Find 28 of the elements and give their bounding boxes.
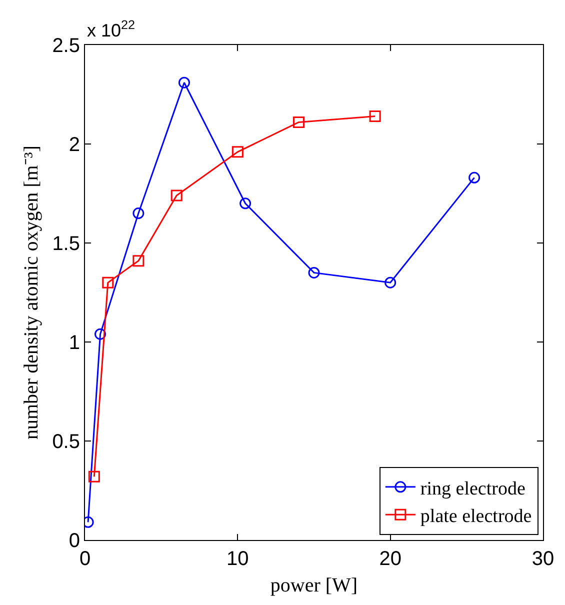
point <box>170 190 182 202</box>
legend-label: plate electrode <box>420 506 532 528</box>
point <box>232 146 244 158</box>
y-tick-label: 2.5 <box>52 35 80 57</box>
point <box>384 276 396 288</box>
y-tick-label: 0 <box>68 530 80 552</box>
point <box>308 266 320 278</box>
point <box>178 76 190 88</box>
point <box>102 276 114 288</box>
x-axis-title: power [W] <box>270 574 358 596</box>
text: x 10$^{22}$ <box>87 18 136 41</box>
y-axis-title: number density atomic oxygen [m⁻³] <box>20 145 43 440</box>
point <box>132 208 144 220</box>
point <box>94 328 106 340</box>
point <box>240 198 252 210</box>
y-tick-label: 0.5 <box>52 431 80 453</box>
y-tick-label: 1.5 <box>52 233 80 255</box>
x-tick-label: 10 <box>226 548 249 570</box>
y-tick-label: 1 <box>68 332 80 354</box>
x-tick-label: 30 <box>532 548 554 570</box>
point <box>369 110 381 122</box>
y-tick-label: 2 <box>68 134 80 156</box>
point <box>292 116 304 128</box>
point <box>132 255 144 267</box>
x-tick-label: 20 <box>379 548 402 570</box>
legend-label: ring electrode <box>420 478 526 500</box>
point <box>468 172 480 184</box>
point <box>88 470 100 482</box>
